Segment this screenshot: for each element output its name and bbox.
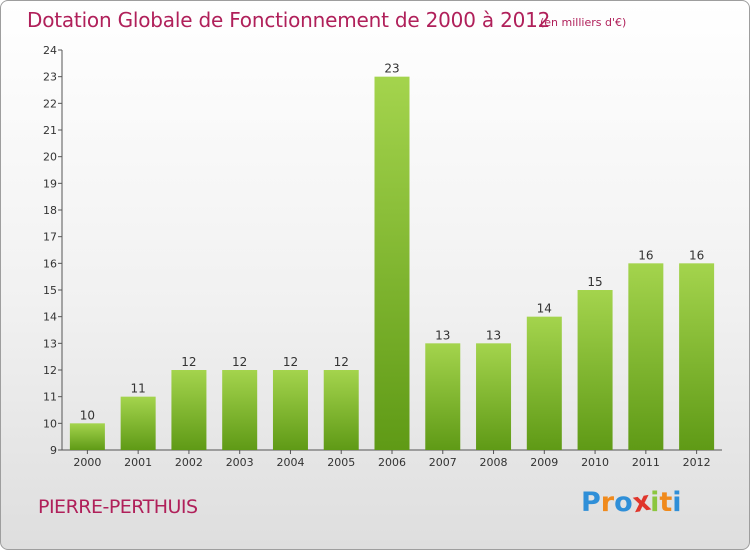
bar-2004	[272, 370, 308, 450]
x-tick-label: 2009	[530, 456, 558, 469]
bar-2006	[374, 76, 410, 451]
bar-2000	[69, 423, 105, 450]
x-tick-label: 2002	[175, 456, 203, 469]
data-label: 12	[283, 355, 298, 369]
bar-2010	[577, 290, 613, 450]
x-tick-label: 2000	[73, 456, 101, 469]
chart-bars	[69, 76, 715, 451]
bar-2011	[628, 263, 664, 450]
x-tick-label: 2007	[429, 456, 457, 469]
x-tick-label: 2010	[581, 456, 609, 469]
bar-2001	[120, 396, 156, 450]
bar-2008	[476, 343, 512, 450]
chart-labels: 2000 10 2001 11 2002 12 2003 12 2004 12 2005 12 2006…	[73, 62, 710, 469]
x-tick-label: 2006	[378, 456, 406, 469]
x-tick-label: 2012	[683, 456, 711, 469]
y-tick-label: 21	[43, 124, 57, 137]
data-label: 16	[689, 248, 704, 262]
logo-letter: i	[650, 487, 660, 518]
y-tick-label: 20	[43, 151, 57, 164]
x-tick-label: 2004	[276, 456, 304, 469]
data-label: 12	[232, 355, 247, 369]
y-tick-label: 13	[43, 337, 57, 350]
x-tick-label: 2003	[226, 456, 254, 469]
data-label: 11	[131, 382, 146, 396]
data-label: 23	[384, 62, 399, 76]
y-tick-label: 11	[43, 391, 57, 404]
x-tick-label: 2005	[327, 456, 355, 469]
data-label: 10	[80, 408, 95, 422]
chart-title: Dotation Globale de Fonctionnement de 20…	[27, 8, 551, 32]
x-tick-label: 2008	[480, 456, 508, 469]
bar-2003	[222, 370, 258, 450]
x-tick-label: 2011	[632, 456, 660, 469]
logo-letter: o	[614, 487, 633, 518]
y-tick-label: 18	[43, 204, 57, 217]
logo-letter: P	[581, 487, 601, 518]
bar-2002	[171, 370, 207, 450]
y-tick-label: 17	[43, 231, 57, 244]
y-tick-label: 12	[43, 364, 57, 377]
bar-2012	[679, 263, 715, 450]
data-label: 16	[638, 248, 653, 262]
logo-letter: r	[600, 487, 615, 518]
bar-2005	[323, 370, 359, 450]
bar-2009	[526, 316, 562, 450]
data-label: 12	[334, 355, 349, 369]
y-tick-label: 9	[50, 444, 57, 457]
y-tick-label: 10	[43, 417, 57, 430]
data-label: 12	[181, 355, 196, 369]
logo-letter: i	[672, 487, 682, 518]
x-tick-label: 2001	[124, 456, 152, 469]
y-tick-label: 24	[43, 44, 57, 57]
y-tick-label: 23	[43, 71, 57, 84]
data-label: 14	[537, 302, 552, 316]
commune-name: PIERRE-PERTHUIS	[38, 496, 198, 518]
chart-subtitle: (en milliers d'€)	[540, 16, 627, 29]
y-tick-label: 16	[43, 257, 57, 270]
data-label: 15	[587, 275, 602, 289]
data-label: 13	[435, 328, 450, 342]
bar-2007	[425, 343, 461, 450]
y-tick-label: 22	[43, 97, 57, 110]
logo-letter: t	[659, 487, 673, 518]
data-label: 13	[486, 328, 501, 342]
y-tick-label: 14	[43, 311, 57, 324]
y-tick-label: 19	[43, 177, 57, 190]
y-tick-label: 15	[43, 284, 57, 297]
proxiti-logo[interactable]: Proxiti	[581, 486, 682, 520]
